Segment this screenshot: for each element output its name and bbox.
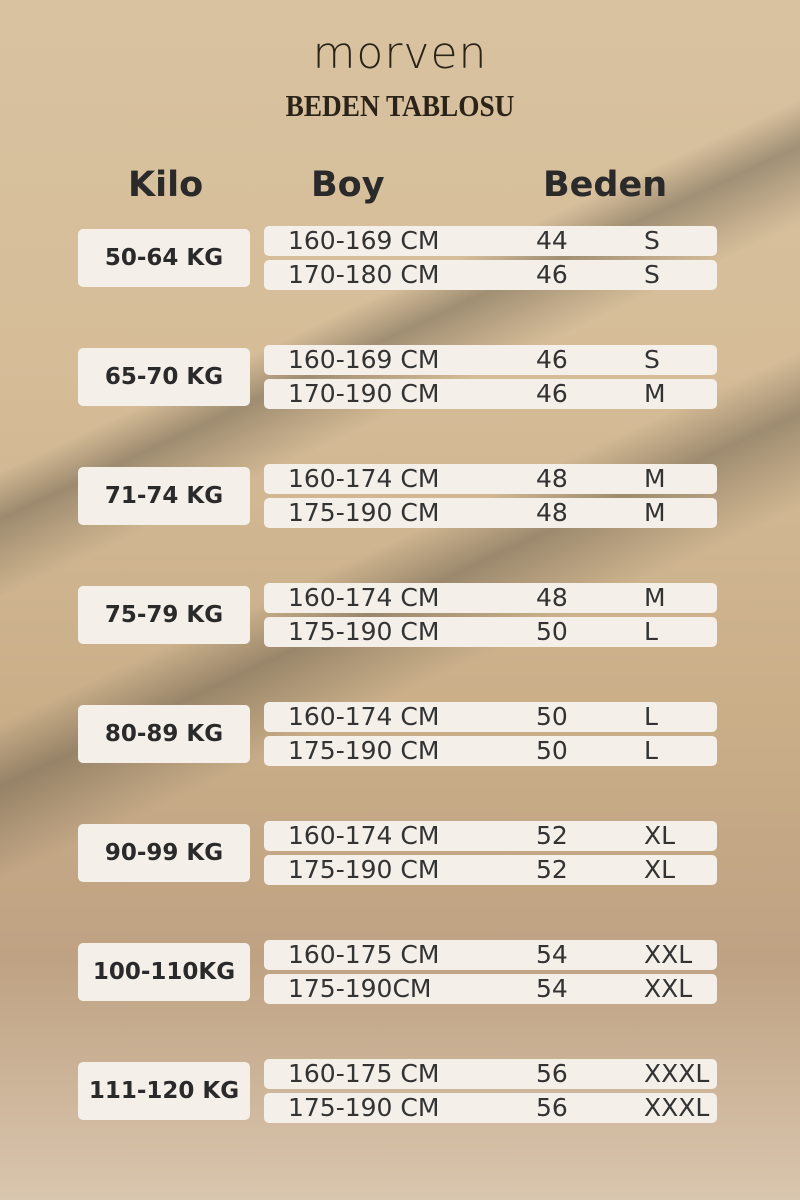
weight-range: 50-64 KG	[78, 229, 250, 287]
height-range: 160-169 CM	[288, 226, 440, 255]
size-number: 56	[536, 1093, 568, 1122]
height-range: 175-190 CM	[288, 617, 440, 646]
size-number: 46	[536, 260, 568, 289]
size-number: 54	[536, 974, 568, 1003]
table-row: 175-190CM 54 XXL	[264, 974, 717, 1004]
weight-range: 80-89 KG	[78, 705, 250, 763]
height-range: 170-180 CM	[288, 260, 440, 289]
size-number: 46	[536, 379, 568, 408]
size-group: 100-110KG 160-175 CM 54 XXL 175-190CM 54…	[76, 940, 718, 1006]
size-letter: L	[644, 617, 658, 646]
table-row: 160-169 CM 44 S	[264, 226, 717, 256]
size-group: 80-89 KG 160-174 CM 50 L 175-190 CM 50 L	[76, 702, 718, 768]
size-letter: S	[644, 260, 660, 289]
size-letter: M	[644, 583, 666, 612]
size-group: 65-70 KG 160-169 CM 46 S 170-190 CM 46 M	[76, 345, 718, 411]
height-range: 175-190 CM	[288, 498, 440, 527]
height-range: 160-174 CM	[288, 583, 440, 612]
size-group: 90-99 KG 160-174 CM 52 XL 175-190 CM 52 …	[76, 821, 718, 887]
header-kilo: Kilo	[128, 165, 204, 205]
size-letter: XL	[644, 855, 676, 884]
size-letter: XXXL	[644, 1059, 710, 1088]
table-row: 160-175 CM 54 XXL	[264, 940, 717, 970]
size-group: 75-79 KG 160-174 CM 48 M 175-190 CM 50 L	[76, 583, 718, 649]
page-title: BEDEN TABLOSU	[285, 88, 515, 123]
height-range: 170-190 CM	[288, 379, 440, 408]
table-row: 175-190 CM 56 XXXL	[264, 1093, 717, 1123]
size-number: 56	[536, 1059, 568, 1088]
size-number: 44	[536, 226, 568, 255]
weight-range: 90-99 KG	[78, 824, 250, 882]
weight-range: 100-110KG	[78, 943, 250, 1001]
height-range: 160-175 CM	[288, 1059, 440, 1088]
size-group: 71-74 KG 160-174 CM 48 M 175-190 CM 48 M	[76, 464, 718, 530]
table-row: 175-190 CM 50 L	[264, 617, 717, 647]
table-row: 160-175 CM 56 XXXL	[264, 1059, 717, 1089]
table-row: 160-174 CM 48 M	[264, 464, 717, 494]
size-letter: M	[644, 464, 666, 493]
size-letter: XXXL	[644, 1093, 710, 1122]
height-range: 175-190 CM	[288, 736, 440, 765]
header-beden: Beden	[543, 165, 668, 205]
weight-range: 75-79 KG	[78, 586, 250, 644]
size-number: 48	[536, 464, 568, 493]
size-letter: XXL	[644, 940, 693, 969]
height-range: 160-169 CM	[288, 345, 440, 374]
size-letter: L	[644, 736, 658, 765]
height-range: 160-174 CM	[288, 821, 440, 850]
height-range: 175-190 CM	[288, 1093, 440, 1122]
table-row: 160-174 CM 50 L	[264, 702, 717, 732]
brand-logo: morven	[312, 28, 488, 79]
weight-range: 65-70 KG	[78, 348, 250, 406]
weight-range: 111-120 KG	[78, 1062, 250, 1120]
size-number: 52	[536, 855, 568, 884]
size-letter: S	[644, 226, 660, 255]
size-number: 48	[536, 583, 568, 612]
size-number: 54	[536, 940, 568, 969]
table-row: 160-174 CM 48 M	[264, 583, 717, 613]
table-row: 160-174 CM 52 XL	[264, 821, 717, 851]
height-range: 160-174 CM	[288, 702, 440, 731]
size-group: 50-64 KG 160-169 CM 44 S 170-180 CM 46 S	[76, 226, 718, 292]
table-row: 175-190 CM 50 L	[264, 736, 717, 766]
table-row: 175-190 CM 52 XL	[264, 855, 717, 885]
size-letter: S	[644, 345, 660, 374]
height-range: 160-175 CM	[288, 940, 440, 969]
header-boy: Boy	[311, 165, 385, 205]
size-letter: M	[644, 498, 666, 527]
size-letter: M	[644, 379, 666, 408]
height-range: 175-190CM	[288, 974, 432, 1003]
table-row: 170-180 CM 46 S	[264, 260, 717, 290]
size-number: 50	[536, 736, 568, 765]
weight-range: 71-74 KG	[78, 467, 250, 525]
size-number: 50	[536, 617, 568, 646]
size-number: 46	[536, 345, 568, 374]
size-group: 111-120 KG 160-175 CM 56 XXXL 175-190 CM…	[76, 1059, 718, 1125]
table-row: 160-169 CM 46 S	[264, 345, 717, 375]
size-number: 50	[536, 702, 568, 731]
height-range: 175-190 CM	[288, 855, 440, 884]
table-row: 175-190 CM 48 M	[264, 498, 717, 528]
size-letter: L	[644, 702, 658, 731]
height-range: 160-174 CM	[288, 464, 440, 493]
table-row: 170-190 CM 46 M	[264, 379, 717, 409]
size-letter: XL	[644, 821, 676, 850]
size-letter: XXL	[644, 974, 693, 1003]
size-number: 52	[536, 821, 568, 850]
size-number: 48	[536, 498, 568, 527]
